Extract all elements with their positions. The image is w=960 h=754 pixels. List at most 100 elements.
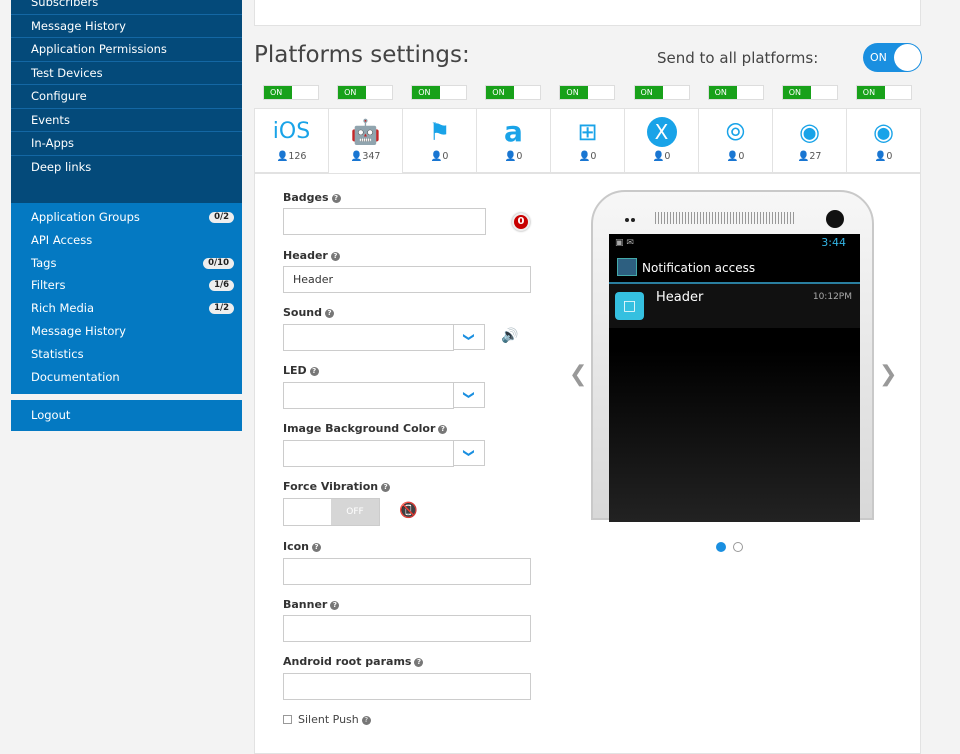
help-icon[interactable]: ? — [325, 309, 335, 318]
sidebar-item-statistics[interactable]: Statistics — [11, 343, 242, 366]
tab-platform[interactable]: X 👤0 — [625, 109, 699, 173]
count: 0 — [516, 151, 523, 162]
toggle-state: ON — [870, 51, 887, 64]
platform-toggle-4[interactable]: ON — [559, 85, 616, 100]
toggle-state: ON — [338, 86, 367, 99]
speaker-icon[interactable]: 🔊 — [501, 328, 519, 344]
sidebar-item-application-permissions[interactable]: Application Permissions — [11, 38, 242, 62]
platform-toggle-6[interactable]: ON — [707, 85, 764, 100]
label: Force Vibration — [283, 480, 379, 493]
badges-input[interactable] — [283, 208, 486, 235]
tab-platform[interactable]: ◉ 👤27 — [773, 109, 847, 173]
settings-form: Badges? 0 Header? Header Sound? ❯ 🔊 LED?… — [254, 174, 921, 754]
platform-toggle-1[interactable]: ON — [337, 85, 394, 100]
banner-input[interactable] — [283, 615, 531, 642]
label: Message History — [31, 323, 126, 338]
help-icon[interactable]: ? — [438, 425, 448, 434]
sidebar-item-events[interactable]: Events — [11, 109, 242, 132]
count: 347 — [362, 151, 381, 162]
sound-select[interactable] — [283, 324, 454, 351]
sidebar-item-documentation[interactable]: Documentation — [11, 366, 242, 389]
subscriber-count: 👤0 — [847, 151, 920, 162]
header-label: Header? — [283, 249, 340, 262]
force-vibration-toggle[interactable]: OFF — [283, 498, 380, 526]
osx-icon: X — [625, 117, 698, 147]
firefox-icon: ◉ — [873, 118, 894, 146]
sidebar-item-api-access[interactable]: API Access — [11, 229, 242, 252]
clock: 3:44 — [821, 236, 846, 249]
toggle-knob — [894, 44, 921, 71]
sidebar-item-subscribers[interactable]: Subscribers — [11, 0, 242, 15]
tab-platform[interactable]: ⦾ 👤0 — [699, 109, 773, 173]
help-icon[interactable]: ? — [361, 716, 371, 725]
chevron-down-icon[interactable]: ❯ — [453, 382, 485, 408]
silent-push-checkbox[interactable] — [283, 715, 292, 724]
help-icon[interactable]: ? — [414, 658, 424, 667]
sidebar-item-message-history-2[interactable]: Message History — [11, 320, 242, 343]
help-icon[interactable]: ? — [381, 483, 391, 492]
platform-toggle-2[interactable]: ON — [411, 85, 468, 100]
tab-platform[interactable]: ⚑ 👤0 — [403, 109, 477, 173]
sidebar-item-tags[interactable]: Tags 0/10 — [11, 252, 242, 275]
help-icon[interactable]: ? — [330, 601, 340, 610]
label: Sound — [283, 306, 323, 319]
label: Statistics — [31, 346, 84, 361]
toggle-state: ON — [264, 86, 292, 99]
tab-platform[interactable]: ◉ 👤0 — [847, 109, 920, 173]
sidebar-item-in-apps[interactable]: In-Apps — [11, 132, 242, 156]
sidebar-item-deep-links[interactable]: Deep links — [31, 159, 92, 174]
platform-toggle-7[interactable]: ON — [781, 85, 838, 100]
prev-slide-arrow[interactable]: ❮ — [569, 362, 588, 387]
count-badge: 0/2 — [209, 212, 234, 223]
chrome-icon: ◉ — [799, 118, 820, 146]
platform-toggle-5[interactable]: ON — [633, 85, 690, 100]
sidebar-item-message-history[interactable]: Message History — [11, 15, 242, 38]
help-icon[interactable]: ? — [331, 194, 341, 203]
sidebar-item-test-devices[interactable]: Test Devices — [11, 62, 242, 85]
user-icon: 👤 — [874, 151, 887, 162]
slide-dot-2[interactable] — [733, 542, 743, 552]
icon-label: Icon? — [283, 540, 322, 553]
image-bg-label: Image Background Color? — [283, 422, 448, 435]
sidebar-item-application-groups[interactable]: Application Groups 0/2 — [11, 206, 242, 229]
help-icon[interactable]: ? — [312, 543, 322, 552]
image-bg-select[interactable] — [283, 440, 454, 467]
header-input[interactable]: Header — [283, 266, 531, 293]
subscriber-count: 👤347 — [329, 151, 402, 162]
app-menu: Subscribers Message History Application … — [11, 0, 242, 203]
logout-button[interactable]: Logout — [11, 400, 242, 432]
camera — [826, 210, 844, 228]
tab-platform[interactable]: iOS 👤126 — [255, 109, 329, 173]
chevron-down-icon[interactable]: ❯ — [453, 324, 485, 350]
sidebar-item-filters[interactable]: Filters 1/6 — [11, 274, 242, 297]
count: 27 — [809, 151, 822, 162]
tab-platform[interactable]: 🤖 👤347 — [329, 109, 403, 173]
safari-icon: ⦾ — [725, 118, 746, 146]
led-select[interactable] — [283, 382, 454, 409]
help-icon[interactable]: ? — [330, 252, 340, 261]
toggle-state: ON — [634, 86, 663, 99]
windows-icon: ⊞ — [577, 118, 598, 146]
silent-push[interactable]: Silent Push? — [283, 713, 371, 726]
label: LED — [283, 364, 307, 377]
sidebar-item-rich-media[interactable]: Rich Media 1/2 — [11, 297, 242, 320]
help-icon[interactable]: ? — [309, 367, 319, 376]
android-root-input[interactable] — [283, 673, 531, 700]
phone-preview: ▣ ✉ 3:44 Notification access □ Header 10… — [591, 190, 874, 522]
tab-platform[interactable]: a 👤0 — [477, 109, 551, 173]
label: Badges — [283, 191, 329, 204]
icon-input[interactable] — [283, 558, 531, 585]
sidebar-item-configure[interactable]: Configure — [11, 85, 242, 109]
tab-platform[interactable]: ⊞ 👤0 — [551, 109, 625, 173]
app-title: Notification access — [642, 261, 756, 275]
chevron-down-icon[interactable]: ❯ — [453, 440, 485, 466]
badges-label: Badges? — [283, 191, 341, 204]
send-all-toggle[interactable]: ON — [863, 43, 922, 72]
next-slide-arrow[interactable]: ❯ — [879, 362, 898, 387]
platform-toggle-3[interactable]: ON — [485, 85, 542, 100]
slide-dot-1[interactable] — [716, 542, 726, 552]
force-vibration-label: Force Vibration? — [283, 480, 391, 493]
platform-toggle-0[interactable]: ON — [263, 85, 319, 100]
label: Android root params — [283, 655, 412, 668]
platform-toggle-8[interactable]: ON — [855, 85, 912, 100]
